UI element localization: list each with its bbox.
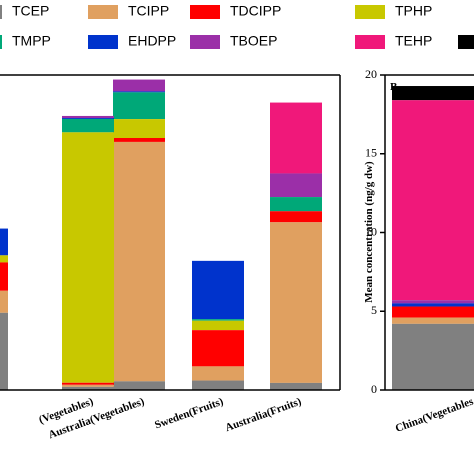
legend-label: TBOEP: [230, 33, 277, 49]
legend-label: EHDPP: [128, 33, 176, 49]
bar-segment: [270, 222, 322, 383]
bar-segment: [270, 211, 322, 223]
legend-swatch: [355, 5, 385, 19]
x-tick-label: Australia(Fruits): [224, 395, 304, 434]
y-tick-label: 10: [365, 224, 377, 238]
legend-label: TEHP: [395, 33, 432, 49]
legend-label: TCEP: [12, 3, 49, 19]
x-tick-label: Sweden(Fruits): [153, 395, 225, 431]
legend-swatch: [355, 35, 385, 49]
bar-segment: [0, 262, 8, 291]
legend-label: TMPP: [12, 33, 51, 49]
bar-segment: [62, 118, 114, 133]
bar-segment: [392, 100, 474, 301]
bar-segment: [392, 86, 474, 101]
bar-segment: [113, 91, 165, 93]
bar-segment: [392, 303, 474, 307]
bar-segment: [113, 381, 165, 390]
bar-segment: [192, 320, 244, 331]
bar-segment: [62, 132, 114, 383]
bar-segment: [192, 366, 244, 381]
legend-swatch: [458, 35, 474, 49]
bar-segment: [392, 300, 474, 304]
legend-label: TDCIPP: [230, 3, 281, 19]
bar-segment: [113, 138, 165, 142]
bar-segment: [192, 260, 244, 320]
bar-segment: [62, 382, 114, 385]
y-tick-label: 5: [371, 303, 377, 317]
legend-swatch: [88, 35, 118, 49]
bar-segment: [62, 384, 114, 387]
bar-segment: [113, 141, 165, 382]
bar-segment: [62, 386, 114, 390]
bar-segment: [270, 173, 322, 198]
legend-label: TCIPP: [128, 3, 169, 19]
x-tick-label: China(Vegetables: [394, 395, 474, 435]
bar-segment: [0, 228, 8, 256]
bar-segment: [62, 117, 114, 119]
bar-segment: [0, 255, 8, 263]
bar-segment: [192, 319, 244, 321]
bar-segment: [113, 119, 165, 138]
bar-segment: [392, 306, 474, 318]
legend-label: TPHP: [395, 3, 432, 19]
bar-segment: [113, 79, 165, 92]
legend-swatch: [88, 5, 118, 19]
legend-swatch: [190, 35, 220, 49]
y-tick-label: 0: [371, 382, 377, 396]
bar-segment: [0, 312, 8, 390]
bar-segment: [113, 92, 165, 120]
bar-segment: [270, 382, 322, 390]
bar-segment: [270, 197, 322, 212]
legend-swatch: [0, 5, 2, 19]
bar-segment: [270, 102, 322, 174]
panel-label: B: [390, 81, 398, 93]
y-tick-label: 20: [365, 67, 377, 81]
bar-segment: [192, 330, 244, 367]
bar-segment: [0, 290, 8, 313]
bar-segment: [392, 317, 474, 324]
legend-swatch: [0, 35, 2, 49]
bar-segment: [192, 380, 244, 390]
y-tick-label: 15: [365, 146, 377, 160]
y-axis-title: Mean concentration (ng/g dw): [363, 161, 375, 303]
legend-swatch: [190, 5, 220, 19]
bar-segment: [62, 115, 114, 118]
bar-segment: [392, 323, 474, 390]
